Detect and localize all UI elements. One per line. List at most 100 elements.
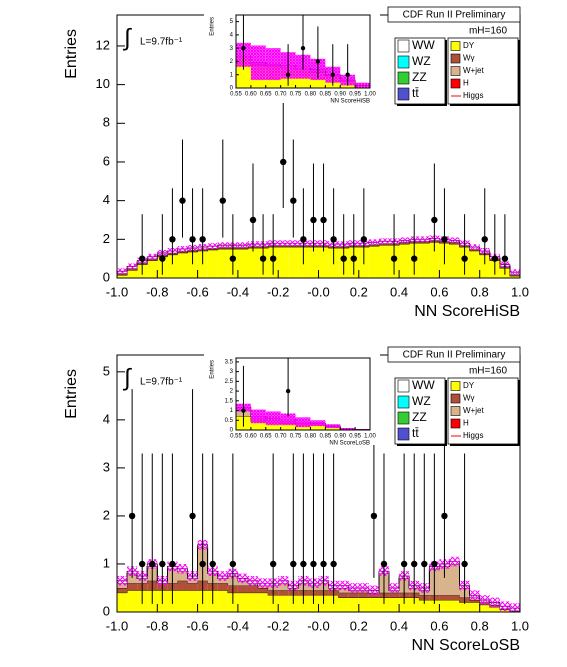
stack-segment (439, 595, 450, 600)
y-tick-label: 4 (103, 411, 110, 426)
x-tick-label: 0.2 (350, 284, 368, 299)
uncertainty-band (469, 244, 480, 250)
stack-segment (117, 587, 128, 593)
y-tick-label: 1 (230, 408, 234, 414)
x-tick-label: 0.90 (334, 92, 346, 98)
uncertainty-band (117, 575, 128, 586)
x-tick-label: 0.90 (334, 434, 346, 440)
data-point (390, 255, 398, 262)
stack-segment (237, 585, 248, 593)
uncertainty-band (509, 603, 520, 612)
stack-segment (217, 583, 228, 591)
stack-segment (247, 585, 259, 593)
plot-area (236, 15, 370, 88)
x-tick-label: 0.6 (430, 618, 448, 633)
legend-swatch (397, 39, 410, 53)
y-tick-label: 2 (230, 389, 234, 395)
x-tick-label: 0.70 (275, 92, 287, 98)
stack-segment (177, 590, 188, 612)
uncertainty-band (217, 571, 228, 581)
x-tick-label: 0.65 (260, 92, 272, 98)
stack-segment (310, 425, 326, 430)
data-point (189, 236, 196, 243)
stack-segment (368, 246, 379, 278)
x-tick-label: 0.4 (390, 618, 408, 633)
y-tick-label: 10 (96, 76, 110, 91)
x-axis-title: NN ScoreLoSB (412, 637, 521, 654)
x-tick-label: -0.8 (146, 618, 168, 633)
uncertainty-band (237, 573, 248, 584)
data-point (340, 255, 347, 262)
y-tick-label: 3.5 (225, 359, 234, 365)
stack-segment (325, 427, 341, 430)
x-axis-title: NN ScoreHiSB (330, 99, 370, 105)
header: CDF Run II Preliminary (403, 350, 506, 361)
stack-segment (278, 583, 289, 591)
stack-segment (207, 249, 218, 278)
stack-segment (177, 580, 188, 591)
data-point (441, 512, 448, 520)
data-point (441, 236, 448, 243)
legend-swatch (450, 406, 461, 416)
x-tick-label: 0.65 (260, 434, 272, 440)
stack-segment (237, 592, 248, 612)
stack-segment (449, 563, 460, 596)
uncertainty-band (355, 82, 370, 88)
uncertainty-band (469, 590, 480, 600)
uncertainty-band (250, 45, 266, 81)
stack-segment (439, 599, 450, 612)
data-point (179, 197, 186, 204)
uncertainty-band (265, 48, 281, 81)
data-point (411, 560, 418, 568)
y-tick-label: 12 (96, 37, 110, 52)
data-point (219, 197, 226, 204)
x-tick-label: -0.8 (146, 284, 168, 299)
data-point (320, 560, 327, 568)
stack-segment (278, 595, 289, 612)
data-point (310, 216, 317, 224)
x-tick-label: 0.4 (390, 284, 408, 299)
plot-area (117, 389, 520, 612)
header-box (387, 6, 521, 23)
y-tick-label: 0.5 (225, 418, 234, 424)
uncertainty-band (127, 263, 138, 270)
data-point (280, 158, 287, 166)
stack-segment (469, 599, 480, 603)
y-tick-label: 2 (103, 507, 110, 522)
data-point (269, 560, 277, 568)
mass-label: mH=160 (469, 366, 508, 377)
legend-label: Wγ (463, 54, 475, 63)
uncertainty-band (325, 424, 341, 429)
legend-swatch (450, 78, 461, 89)
data-point (431, 216, 438, 224)
stack-segment (217, 248, 228, 278)
data-point (461, 560, 468, 568)
legend-label: tt̄ (412, 86, 419, 100)
legend-label: Wγ (463, 394, 475, 403)
data-point (300, 236, 307, 243)
legend-swatch (450, 41, 461, 51)
data-point (330, 72, 335, 77)
y-tick-label: 2 (103, 231, 110, 246)
data-point (380, 560, 388, 568)
data-point (138, 560, 146, 568)
stack-segment (318, 247, 329, 278)
y-tick-label: 3 (103, 459, 110, 474)
stack-segment (127, 270, 138, 278)
legend-label: WW (412, 378, 435, 392)
y-tick-label: 0 (103, 603, 110, 618)
data-point (300, 560, 307, 568)
data-point (285, 72, 291, 77)
stack-segment (247, 592, 259, 612)
stack-segment (469, 249, 480, 251)
uncertainty-band (207, 243, 218, 249)
x-tick-label: 0.70 (275, 434, 287, 440)
stack-segment (147, 259, 158, 261)
uncertainty-band (147, 253, 158, 260)
stack-segment (278, 247, 289, 278)
x-tick-label: -0.2 (267, 284, 289, 299)
x-axis-title: NN ScoreLoSB (329, 441, 370, 447)
legend-swatch (397, 427, 410, 441)
stack-segment (358, 597, 369, 612)
stack-segment (479, 604, 490, 612)
